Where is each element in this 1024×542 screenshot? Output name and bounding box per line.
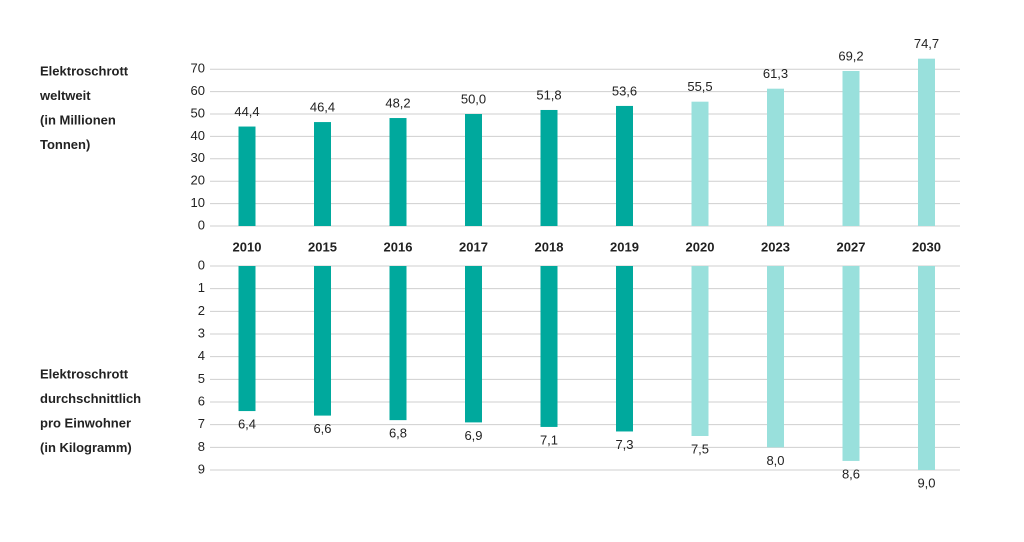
value-label: 74,7: [914, 36, 939, 51]
bar: [540, 266, 558, 427]
bar: [918, 58, 935, 227]
axis-title: pro Einwohner: [40, 415, 131, 430]
x-tick-label: 2023: [761, 239, 790, 254]
y-tick-label: 0: [198, 257, 205, 272]
bar: [540, 109, 558, 226]
x-tick-label: 2027: [837, 239, 866, 254]
bar: [842, 266, 860, 461]
axis-title: weltweit: [39, 88, 91, 103]
y-tick-label: 40: [191, 128, 205, 143]
x-tick-label: 2018: [535, 239, 564, 254]
y-tick-label: 10: [191, 195, 205, 210]
value-label: 7,5: [691, 441, 709, 456]
x-tick-label: 2010: [233, 239, 262, 254]
bar: [918, 266, 935, 470]
value-label: 8,0: [766, 453, 784, 468]
axis-title: durchschnittlich: [40, 391, 141, 406]
value-label: 50,0: [461, 91, 486, 106]
y-tick-label: 3: [198, 325, 205, 340]
value-label: 51,8: [536, 87, 561, 102]
x-tick-label: 2019: [610, 239, 639, 254]
y-tick-label: 0: [198, 217, 205, 232]
axis-title: (in Kilogramm): [40, 440, 132, 455]
y-tick-label: 50: [191, 105, 205, 120]
bar: [238, 126, 256, 226]
bar: [314, 122, 331, 226]
bar: [389, 118, 407, 226]
value-label: 9,0: [917, 475, 935, 490]
bar: [616, 266, 633, 432]
value-label: 48,2: [385, 95, 410, 110]
value-label: 55,5: [687, 79, 712, 94]
axis-title: Tonnen): [40, 137, 90, 152]
axis-title: Elektroschrott: [40, 366, 129, 381]
value-label: 6,8: [389, 426, 407, 441]
value-label: 6,6: [313, 421, 331, 436]
bar: [842, 70, 860, 226]
value-label: 8,6: [842, 466, 860, 481]
axis-title: (in Millionen: [40, 112, 116, 127]
x-tick-label: 2030: [912, 239, 941, 254]
bar: [465, 114, 482, 226]
bar: [767, 266, 784, 448]
bar: [616, 105, 633, 226]
y-tick-label: 1: [198, 280, 205, 295]
y-tick-label: 20: [191, 173, 205, 188]
y-tick-label: 8: [198, 439, 205, 454]
y-tick-label: 2: [198, 303, 205, 318]
x-tick-label: 2017: [459, 239, 488, 254]
bar: [389, 266, 407, 421]
bar: [691, 101, 709, 226]
bar: [238, 266, 256, 412]
value-label: 7,3: [615, 437, 633, 452]
value-label: 53,6: [612, 83, 637, 98]
bar: [691, 266, 709, 436]
y-tick-label: 7: [198, 416, 205, 431]
value-label: 7,1: [540, 432, 558, 447]
bar: [767, 88, 784, 226]
y-tick-label: 9: [198, 461, 205, 476]
y-tick-label: 70: [191, 61, 205, 76]
axis-title: Elektroschrott: [40, 63, 129, 78]
value-label: 6,4: [238, 417, 256, 432]
x-tick-label: 2015: [308, 239, 337, 254]
y-tick-label: 60: [191, 83, 205, 98]
value-label: 69,2: [838, 48, 863, 63]
x-tick-label: 2016: [384, 239, 413, 254]
y-tick-label: 30: [191, 150, 205, 165]
value-label: 44,4: [234, 104, 259, 119]
y-tick-label: 4: [198, 348, 205, 363]
value-label: 6,9: [464, 428, 482, 443]
y-tick-label: 5: [198, 371, 205, 386]
bar: [314, 266, 331, 416]
bar: [465, 266, 482, 423]
x-tick-label: 2020: [686, 239, 715, 254]
value-label: 61,3: [763, 66, 788, 81]
y-tick-label: 6: [198, 393, 205, 408]
value-label: 46,4: [310, 100, 335, 115]
